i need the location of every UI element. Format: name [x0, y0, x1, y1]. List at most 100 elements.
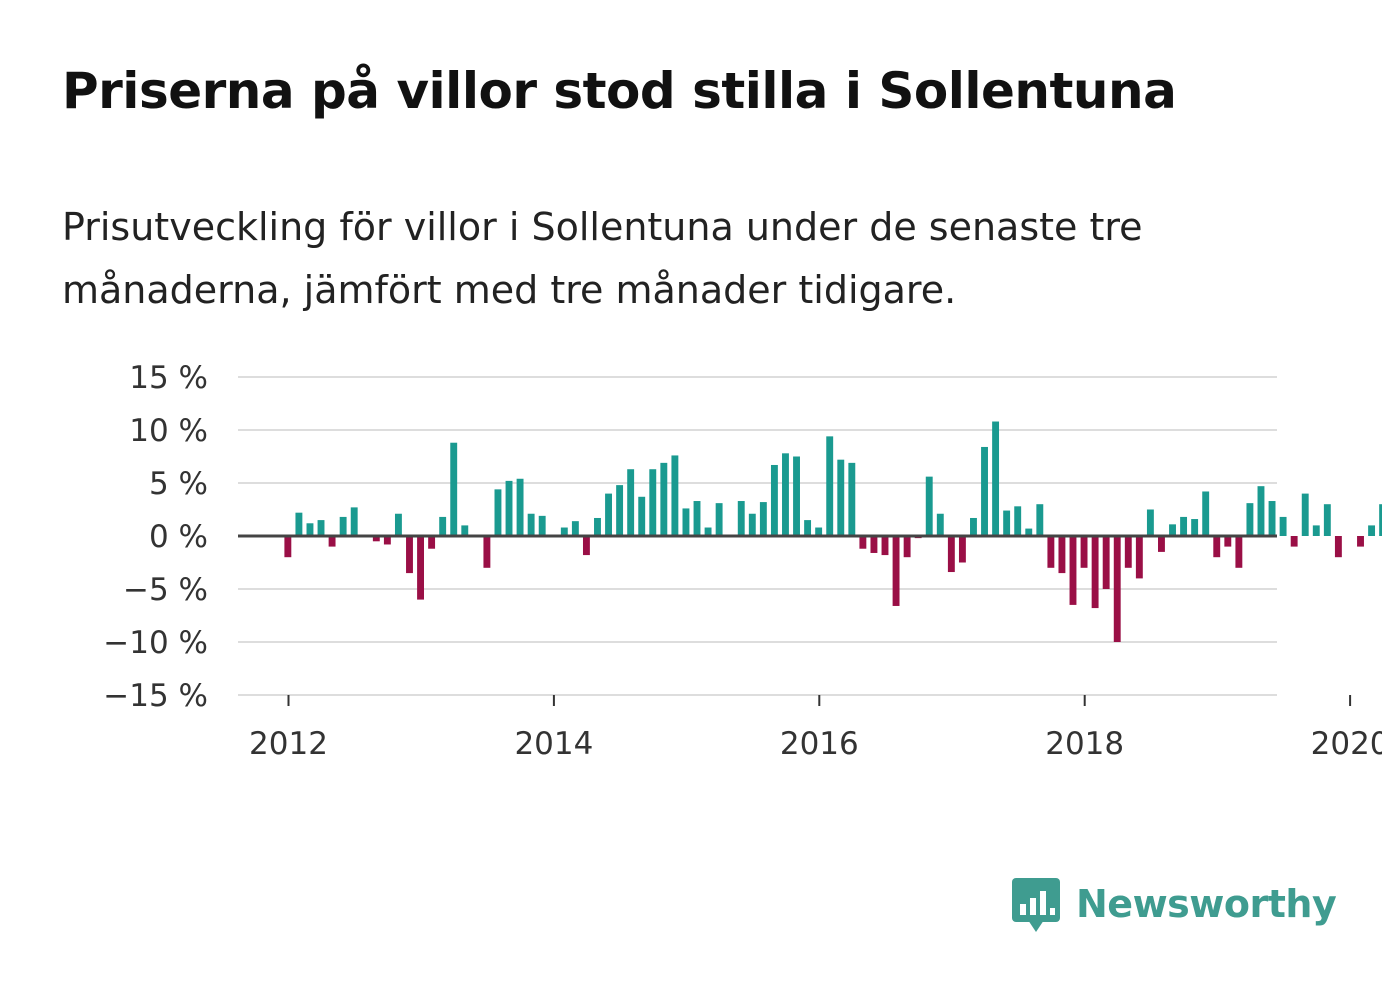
bar: [538, 515, 546, 536]
bar: [992, 421, 1000, 536]
x-tick-label: 2012: [249, 726, 328, 762]
bar: [450, 442, 458, 536]
bar: [892, 536, 900, 606]
bar: [1224, 536, 1232, 547]
bar: [881, 536, 889, 556]
bar: [527, 513, 535, 536]
bar: [372, 536, 380, 542]
bar: [925, 476, 933, 536]
bar: [571, 521, 579, 536]
x-tick-label: 2016: [780, 726, 859, 762]
bar: [1124, 536, 1132, 568]
bar: [1146, 509, 1154, 536]
y-tick-label: −10 %: [103, 625, 208, 661]
bar: [804, 520, 812, 536]
bar: [737, 501, 745, 536]
x-axis: 20122014201620182020202220242026: [249, 695, 1382, 762]
bar: [660, 462, 668, 536]
bar: [494, 489, 502, 536]
bar: [981, 446, 988, 536]
bar: [1058, 536, 1066, 574]
bar: [505, 480, 513, 536]
bar: [1091, 536, 1099, 609]
bar: [715, 503, 723, 536]
bar: [1323, 504, 1331, 536]
bar: [594, 517, 601, 536]
bar: [328, 536, 336, 547]
bar: [870, 536, 878, 553]
bar: [1014, 506, 1022, 536]
brand-name: Newsworthy: [1076, 882, 1337, 926]
bar: [284, 536, 292, 558]
bar: [383, 536, 391, 545]
bar: [1235, 536, 1243, 568]
bar: [958, 536, 966, 563]
bar: [793, 456, 800, 536]
bar: [1357, 536, 1364, 547]
bar: [560, 527, 568, 536]
bar: [616, 485, 624, 536]
bar: [417, 536, 424, 600]
bar: [1279, 516, 1287, 536]
x-tick-label: 2018: [1045, 726, 1124, 762]
bars: [284, 421, 1382, 642]
bar: [903, 536, 911, 558]
bar: [1025, 528, 1033, 536]
bar: [1257, 486, 1265, 536]
bar: [1169, 524, 1176, 536]
bar: [1135, 536, 1143, 579]
bar: [339, 516, 347, 536]
bar: [1368, 525, 1376, 536]
bar: [582, 536, 590, 556]
bar: [1180, 516, 1188, 536]
bar: [1202, 491, 1210, 536]
bar: [1334, 536, 1342, 558]
bar: [350, 507, 358, 536]
bar: [317, 520, 325, 536]
y-tick-label: 15 %: [129, 360, 208, 396]
bar: [461, 525, 469, 536]
chart-title: Priserna på villor stod stilla i Sollent…: [62, 62, 1177, 120]
bar: [1301, 493, 1309, 536]
y-tick-label: 0 %: [149, 519, 208, 555]
bar: [439, 516, 447, 536]
bar: [947, 536, 955, 573]
bar-chart: 15 % 10 % 5 % 0 % −5 % −10 % −15 % 2012 2014 201…: [103, 360, 1382, 762]
bar: [970, 517, 977, 536]
newsworthy-logo-icon: [1012, 878, 1060, 932]
bar: [1213, 536, 1221, 558]
y-tick-label: −5 %: [123, 572, 208, 608]
bar: [815, 527, 823, 536]
bar: [1069, 536, 1077, 605]
bar: [1191, 519, 1199, 536]
bar: [782, 453, 789, 536]
bar: [1312, 525, 1320, 536]
bar: [1047, 536, 1055, 568]
bar: [1290, 536, 1298, 547]
bar: [693, 501, 701, 536]
bar: [483, 536, 491, 568]
bar: [759, 502, 767, 536]
bar: [1003, 510, 1011, 536]
bar: [1268, 501, 1276, 536]
bar: [1246, 503, 1254, 536]
bar: [936, 513, 944, 536]
bar: [671, 455, 679, 536]
bar: [848, 462, 856, 536]
y-axis: 15 % 10 % 5 % 0 % −5 % −10 % −15 %: [103, 360, 208, 714]
bar: [638, 496, 646, 536]
bar: [1102, 536, 1110, 589]
bar: [516, 478, 524, 536]
bar: [770, 464, 778, 536]
bar: [748, 513, 756, 536]
bar: [394, 513, 402, 536]
bar: [1080, 536, 1088, 568]
bar: [682, 508, 690, 536]
bar: [859, 536, 867, 549]
bar: [837, 459, 845, 536]
bar: [704, 527, 712, 536]
bar: [1379, 504, 1382, 536]
bar: [605, 493, 612, 536]
x-tick-label: 2020: [1311, 726, 1382, 762]
bar: [295, 512, 303, 536]
